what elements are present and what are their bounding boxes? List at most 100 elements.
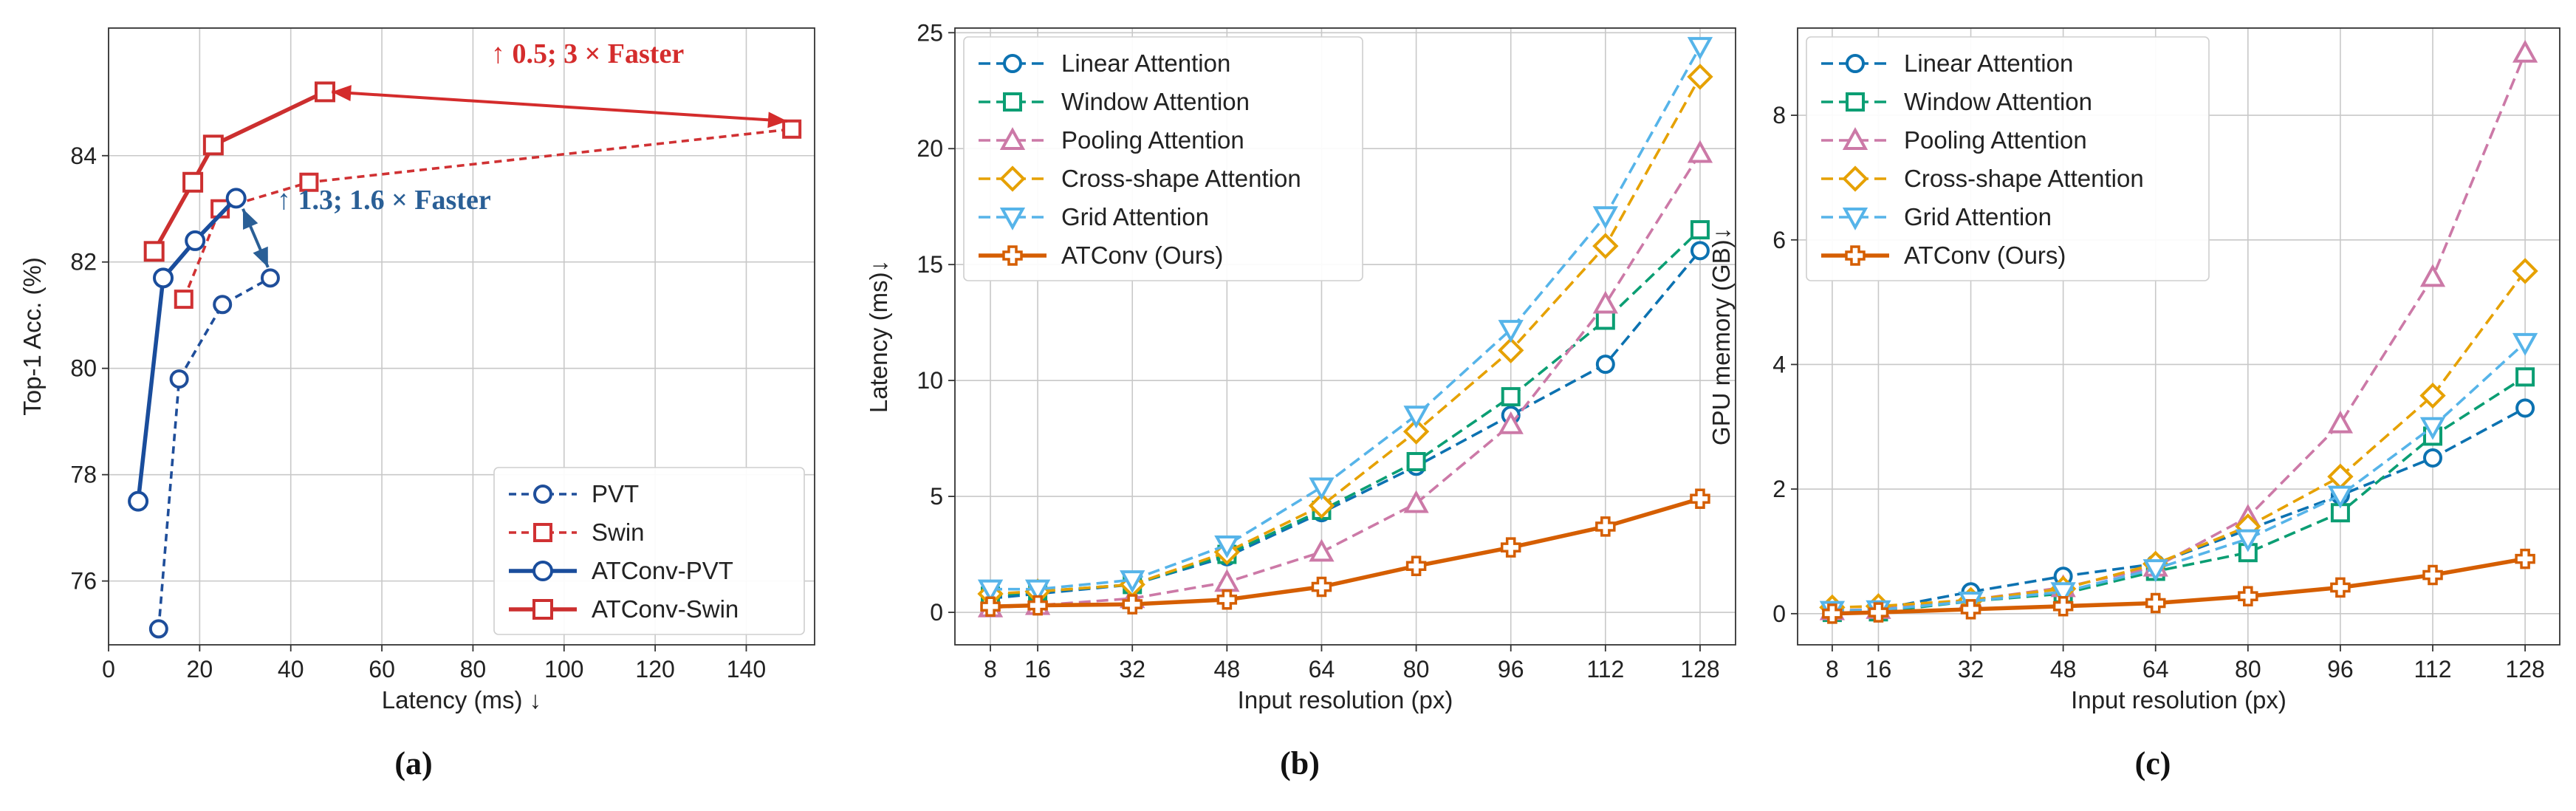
data-point bbox=[1690, 241, 1710, 261]
x-tick-label: 8 bbox=[1826, 656, 1839, 682]
data-point bbox=[1687, 37, 1713, 60]
y-tick-label: 80 bbox=[70, 355, 97, 382]
series-line bbox=[152, 89, 326, 253]
x-tick-label: 0 bbox=[102, 656, 115, 682]
data-point bbox=[2422, 564, 2443, 586]
legend-label: Pooling Attention bbox=[1904, 126, 2087, 154]
x-axis-label: Latency (ms) ↓ bbox=[382, 686, 541, 714]
data-point bbox=[980, 596, 1001, 617]
chart-b: 8 16 32 48 64 80 96 112 128 0 5 10 15 20 25 Input resol… bbox=[865, 19, 1736, 781]
data-point bbox=[1595, 355, 1615, 374]
legend: Linear Attention Window Attention Pooling … bbox=[1806, 36, 2210, 281]
annotation: ↑ 1.3; 1.6 × Faster bbox=[242, 185, 491, 268]
legend-marker bbox=[999, 127, 1026, 150]
data-point bbox=[1309, 477, 1335, 501]
x-tick-label: 16 bbox=[1866, 656, 1892, 682]
annotation-text: ↑ 0.5; 3 × Faster bbox=[491, 38, 684, 69]
series-line bbox=[990, 250, 1702, 600]
data-point bbox=[2327, 410, 2354, 434]
x-tick-label: 48 bbox=[2050, 656, 2077, 682]
panel-caption: (a) bbox=[394, 745, 432, 781]
data-point bbox=[299, 172, 319, 192]
data-point bbox=[1309, 538, 1335, 562]
data-point bbox=[1498, 411, 1524, 434]
y-axis-label: Top-1 Acc. (%) bbox=[18, 257, 46, 416]
data-point bbox=[1214, 569, 1240, 592]
legend-marker bbox=[1842, 208, 1868, 230]
legend-label: ATConv (Ours) bbox=[1904, 242, 2066, 269]
series-line bbox=[990, 496, 1701, 609]
data-point bbox=[185, 230, 206, 251]
data-point bbox=[2052, 595, 2074, 617]
data-point bbox=[2512, 258, 2538, 284]
legend: Linear Attention Window Attention Pooling … bbox=[963, 36, 1363, 281]
y-axis-label: GPU memory (GB)↓ bbox=[1707, 227, 1735, 445]
data-point bbox=[1403, 490, 1429, 513]
series-pvt bbox=[148, 268, 280, 639]
y-tick-label: 82 bbox=[70, 249, 97, 276]
x-tick-label: 80 bbox=[460, 656, 487, 682]
annotation: ↑ 0.5; 3 × Faster bbox=[332, 38, 788, 129]
data-point bbox=[2419, 382, 2446, 409]
data-point bbox=[225, 188, 247, 209]
series-line bbox=[1832, 406, 2526, 614]
legend-label: Cross-shape Attention bbox=[1061, 165, 1301, 192]
axes-frame bbox=[108, 27, 815, 646]
legend-label: ATConv-Swin bbox=[592, 595, 739, 623]
data-point bbox=[2419, 417, 2446, 440]
legend-label: ATConv-PVT bbox=[592, 557, 733, 584]
data-point bbox=[1822, 603, 1843, 624]
data-point bbox=[782, 119, 802, 139]
legend-marker bbox=[532, 599, 553, 620]
x-tick-label: 20 bbox=[187, 656, 213, 682]
data-point bbox=[1403, 406, 1429, 429]
series-line bbox=[157, 276, 271, 629]
legend-marker bbox=[1003, 54, 1022, 73]
data-point bbox=[2419, 264, 2446, 287]
series-linear-attention bbox=[981, 241, 1710, 609]
legend-box bbox=[1806, 36, 2210, 281]
data-point bbox=[2515, 548, 2535, 569]
x-tick-label: 96 bbox=[1498, 656, 1524, 682]
legend-marker bbox=[1003, 92, 1022, 112]
legend: PVT Swin ATConv-PVT ATConv-Swin bbox=[493, 467, 805, 635]
x-tick-label: 64 bbox=[1309, 656, 1335, 682]
legend-marker bbox=[999, 165, 1026, 192]
data-point bbox=[2515, 398, 2535, 418]
annotation-arrow-line bbox=[332, 90, 788, 123]
x-tick-label: 128 bbox=[1680, 656, 1719, 682]
axes-frame bbox=[954, 27, 1736, 646]
data-point bbox=[260, 268, 280, 288]
data-point bbox=[1122, 594, 1143, 615]
y-tick-label: 5 bbox=[930, 483, 943, 510]
y-tick-label: 15 bbox=[917, 251, 943, 278]
y-tick-label: 4 bbox=[1772, 351, 1786, 377]
series-grid-attention bbox=[977, 37, 1713, 603]
data-point bbox=[1960, 599, 1981, 620]
x-axis-label: Input resolution (px) bbox=[2071, 686, 2286, 714]
data-point bbox=[1214, 535, 1240, 558]
data-point bbox=[2235, 529, 2261, 552]
y-tick-label: 78 bbox=[70, 462, 97, 488]
series-window-attention bbox=[1822, 367, 2535, 623]
x-tick-label: 32 bbox=[1958, 656, 1984, 682]
legend-label: Linear Attention bbox=[1904, 49, 2073, 77]
legend-label: Window Attention bbox=[1061, 88, 1250, 115]
data-point bbox=[182, 171, 204, 193]
data-point bbox=[1501, 387, 1521, 407]
x-tick-label: 16 bbox=[1024, 656, 1051, 682]
data-point bbox=[2512, 332, 2538, 356]
x-tick-label: 120 bbox=[635, 656, 674, 682]
data-point bbox=[1687, 140, 1713, 163]
y-tick-label: 20 bbox=[917, 135, 943, 162]
data-point bbox=[1690, 488, 1710, 509]
data-point bbox=[202, 134, 224, 156]
legend-marker bbox=[533, 523, 552, 542]
data-point bbox=[1120, 570, 1145, 593]
data-point bbox=[1592, 290, 1618, 314]
series-atconv-ours- bbox=[980, 488, 1710, 617]
data-point bbox=[148, 619, 168, 639]
data-point bbox=[1498, 337, 1524, 364]
annotation-arrowhead bbox=[242, 208, 258, 230]
